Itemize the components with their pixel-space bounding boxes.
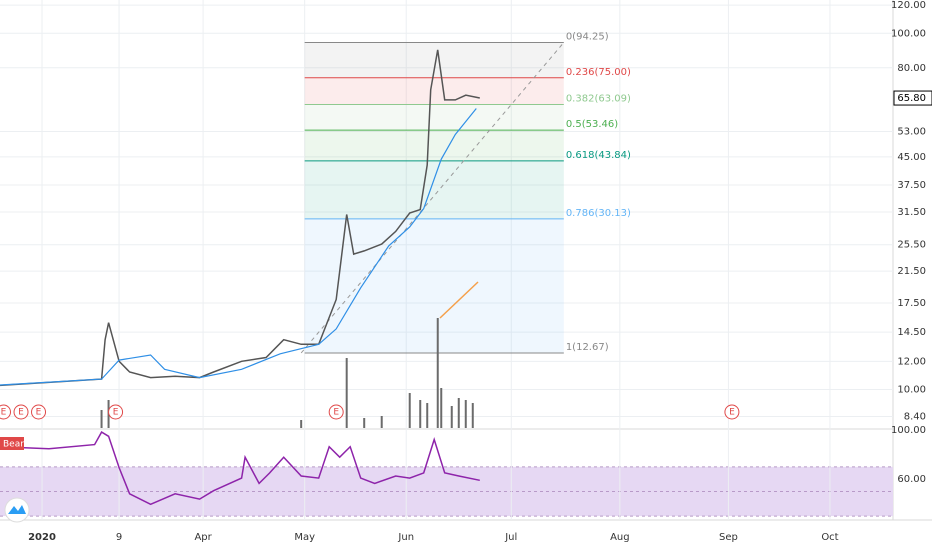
y-tick-label: 17.50 (897, 298, 926, 309)
x-tick-label: 9 (116, 532, 122, 543)
x-tick-label: Jun (397, 532, 414, 543)
volume-bar (300, 420, 303, 428)
y-tick-label: 21.50 (897, 266, 926, 277)
earnings-marker (328, 404, 344, 420)
fib-label: 0.5(53.46) (566, 119, 618, 130)
rsi-tick-label: 60.00 (897, 474, 926, 485)
earnings-marker (0, 404, 11, 420)
y-tick-label: 25.50 (897, 240, 926, 251)
last-price-label: 65.80 (897, 93, 926, 104)
volume-bar (100, 410, 103, 428)
fib-zone (304, 104, 564, 131)
rsi-tick-label: 100.00 (891, 425, 926, 436)
volume-bar (440, 388, 443, 428)
trend-drawing (439, 281, 479, 319)
fib-zone (304, 130, 564, 161)
ma-line (0, 108, 477, 386)
last-price-badge (893, 90, 932, 106)
y-tick-label: 37.50 (897, 180, 926, 191)
x-tick-label: Jul (504, 532, 517, 543)
rsi-badge (0, 437, 24, 450)
volume-bar (408, 393, 411, 428)
fib-label: 0(94.25) (566, 31, 609, 42)
y-tick-label: 53.00 (897, 127, 926, 138)
fib-label: 0.786(30.13) (566, 208, 631, 219)
earnings-label: E (18, 408, 24, 418)
logo[interactable] (4, 497, 30, 523)
x-tick-label: 2020 (28, 532, 56, 543)
fib-label: 0.618(43.84) (566, 150, 631, 161)
x-tick-label: Apr (194, 532, 212, 543)
fib-label: 1(12.67) (566, 342, 609, 353)
earnings-marker (31, 404, 47, 420)
y-tick-label: 12.00 (897, 356, 926, 367)
volume-bar (457, 398, 460, 428)
earnings-label: E (36, 408, 42, 418)
y-tick-label: 8.40 (904, 412, 926, 423)
volume-bar (450, 406, 453, 428)
volume-bar (419, 400, 422, 428)
fib-zone (304, 160, 564, 219)
fib-label: 0.382(63.09) (566, 94, 631, 105)
y-tick-label: 100.00 (891, 28, 926, 39)
earnings-label: E (333, 408, 339, 418)
volume-bar (380, 416, 383, 428)
earnings-marker (13, 404, 29, 420)
y-tick-label: 80.00 (897, 63, 926, 74)
x-tick-label: Sep (719, 532, 738, 543)
y-tick-label: 45.00 (897, 152, 926, 163)
fib-zone (304, 77, 564, 105)
x-tick-label: May (294, 532, 315, 543)
y-tick-label: 31.50 (897, 207, 926, 218)
y-tick-label: 120.00 (891, 0, 926, 11)
volume-bar (464, 400, 467, 428)
earnings-marker (108, 404, 124, 420)
rsi-line (0, 431, 480, 506)
x-tick-label: Oct (821, 532, 838, 543)
volume-bar (426, 403, 429, 428)
earnings-label: E (729, 408, 735, 418)
fib-trend (300, 42, 565, 354)
rsi-badge-label: Bear (3, 440, 24, 450)
volume-bar (363, 418, 366, 428)
volume-bar (345, 358, 348, 428)
x-tick-label: Aug (610, 532, 630, 543)
earnings-label: E (1, 408, 7, 418)
price-line (0, 49, 480, 387)
earnings-marker (724, 404, 740, 420)
earnings-label: E (113, 408, 119, 418)
y-tick-label: 14.50 (897, 327, 926, 338)
volume-bar (471, 403, 474, 428)
y-tick-label: 10.00 (897, 385, 926, 396)
fib-label: 0.236(75.00) (566, 67, 631, 78)
volume-bar (436, 318, 439, 428)
fib-zone (304, 218, 564, 353)
